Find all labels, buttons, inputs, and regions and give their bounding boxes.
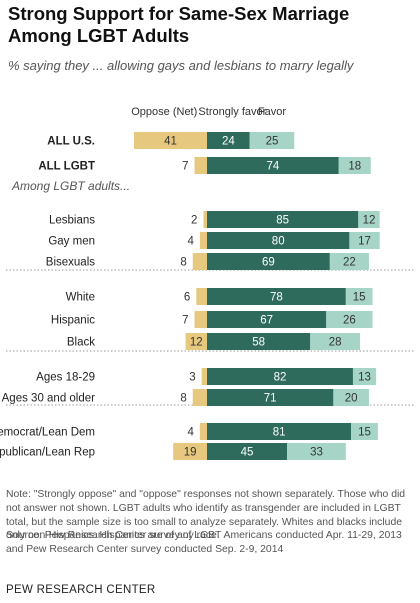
bar-favor <box>249 132 295 149</box>
bar-favor <box>349 232 380 249</box>
bar-favor <box>345 288 373 305</box>
bar-oppose <box>199 423 207 440</box>
value-label-strongly-favor: 45 <box>241 447 254 459</box>
bar-oppose <box>134 132 207 149</box>
value-label-strongly-favor: 74 <box>266 161 279 173</box>
value-label-strongly-favor: 85 <box>276 215 289 227</box>
category-label: ALL LGBT <box>38 161 95 173</box>
legend-label-2: Favor <box>258 106 286 118</box>
value-label-oppose: 4 <box>187 236 194 248</box>
bar-strongly-favor <box>207 132 250 149</box>
value-label-strongly-favor: 82 <box>274 372 287 384</box>
value-label-favor: 22 <box>343 257 356 269</box>
category-label: Bisexuals <box>46 257 95 269</box>
category-label: Gay men <box>48 236 95 248</box>
chart-title: Strong Support for Same-Sex Marriage Amo… <box>8 3 350 46</box>
value-label-favor: 18 <box>348 161 361 173</box>
bar-favor <box>287 443 346 460</box>
bar-strongly-favor <box>207 288 346 305</box>
value-label-favor: 13 <box>358 372 371 384</box>
value-label-favor: 26 <box>343 315 356 327</box>
bar-oppose <box>192 253 207 270</box>
bar-oppose <box>201 368 207 385</box>
bar-favor <box>358 211 380 228</box>
bar-favor <box>326 311 373 328</box>
value-label-oppose: 4 <box>187 427 194 439</box>
value-label-strongly-favor: 58 <box>252 337 265 349</box>
value-label-oppose: 41 <box>164 136 177 148</box>
value-label-strongly-favor: 71 <box>264 393 277 405</box>
bar-strongly-favor <box>207 368 353 385</box>
value-label-oppose: 7 <box>182 161 188 173</box>
value-label-oppose: 12 <box>190 337 203 349</box>
bar-oppose <box>192 389 207 406</box>
value-label-strongly-favor: 67 <box>260 315 273 327</box>
bar-oppose <box>194 311 207 328</box>
bar-strongly-favor <box>207 253 330 270</box>
category-label: Ages 18-29 <box>36 372 95 384</box>
bar-strongly-favor <box>207 232 350 249</box>
category-label: Ages 30 and older <box>2 393 96 405</box>
value-label-strongly-favor: 24 <box>222 136 235 148</box>
section-label: Among LGBT adults... <box>11 179 130 193</box>
bar-favor <box>352 368 377 385</box>
bar-strongly-favor <box>207 333 311 350</box>
bar-favor <box>333 389 369 406</box>
value-label-oppose: 3 <box>189 372 195 384</box>
value-label-favor: 33 <box>310 447 323 459</box>
value-label-strongly-favor: 78 <box>270 292 283 304</box>
value-label-favor: 15 <box>353 292 366 304</box>
chart-subtitle: % saying they ... allowing gays and lesb… <box>8 58 354 73</box>
value-label-strongly-favor: 80 <box>272 236 285 248</box>
bar-strongly-favor <box>207 311 327 328</box>
value-label-favor: 20 <box>345 393 358 405</box>
bar-oppose <box>173 443 207 460</box>
value-label-oppose: 2 <box>191 215 197 227</box>
bar-strongly-favor <box>207 157 339 174</box>
category-label: Republican/Lean Rep <box>0 447 95 459</box>
value-label-oppose: 19 <box>184 447 197 459</box>
value-label-favor: 17 <box>358 236 371 248</box>
bar-strongly-favor <box>207 389 334 406</box>
category-label: ALL U.S. <box>47 136 95 148</box>
bar-oppose <box>203 211 207 228</box>
category-label: White <box>66 292 95 304</box>
bar-favor <box>338 157 371 174</box>
value-label-strongly-favor: 81 <box>273 427 286 439</box>
bar-oppose <box>199 232 207 249</box>
category-label: Lesbians <box>49 215 95 227</box>
value-label-favor: 28 <box>329 337 342 349</box>
bar-favor <box>351 423 378 440</box>
bar-strongly-favor <box>207 211 359 228</box>
value-label-favor: 15 <box>358 427 371 439</box>
bar-strongly-favor <box>207 443 288 460</box>
bar-oppose <box>185 333 207 350</box>
bar-oppose <box>196 288 207 305</box>
bar-strongly-favor <box>207 423 352 440</box>
value-label-favor: 12 <box>363 215 376 227</box>
legend-label-0: Oppose (Net) <box>131 106 197 118</box>
chart-notes: Note: "Strongly oppose" and "oppose" res… <box>6 489 406 542</box>
value-label-oppose: 8 <box>180 393 186 405</box>
chart-source: Source: Pew Research Center survey of LG… <box>6 530 402 555</box>
category-label: Democrat/Lean Dem <box>0 427 95 439</box>
bar-favor <box>310 333 361 350</box>
value-label-oppose: 8 <box>180 257 186 269</box>
value-label-oppose: 6 <box>184 292 190 304</box>
value-label-oppose: 7 <box>182 315 188 327</box>
organization-name: PEW RESEARCH CENTER <box>6 584 156 596</box>
value-label-favor: 25 <box>266 136 279 148</box>
bar-oppose <box>194 157 207 174</box>
bar-favor <box>329 253 369 270</box>
value-label-strongly-favor: 69 <box>262 257 275 269</box>
category-label: Hispanic <box>51 315 95 327</box>
category-label: Black <box>67 337 95 349</box>
legend-label-1: Strongly favor <box>198 106 266 118</box>
